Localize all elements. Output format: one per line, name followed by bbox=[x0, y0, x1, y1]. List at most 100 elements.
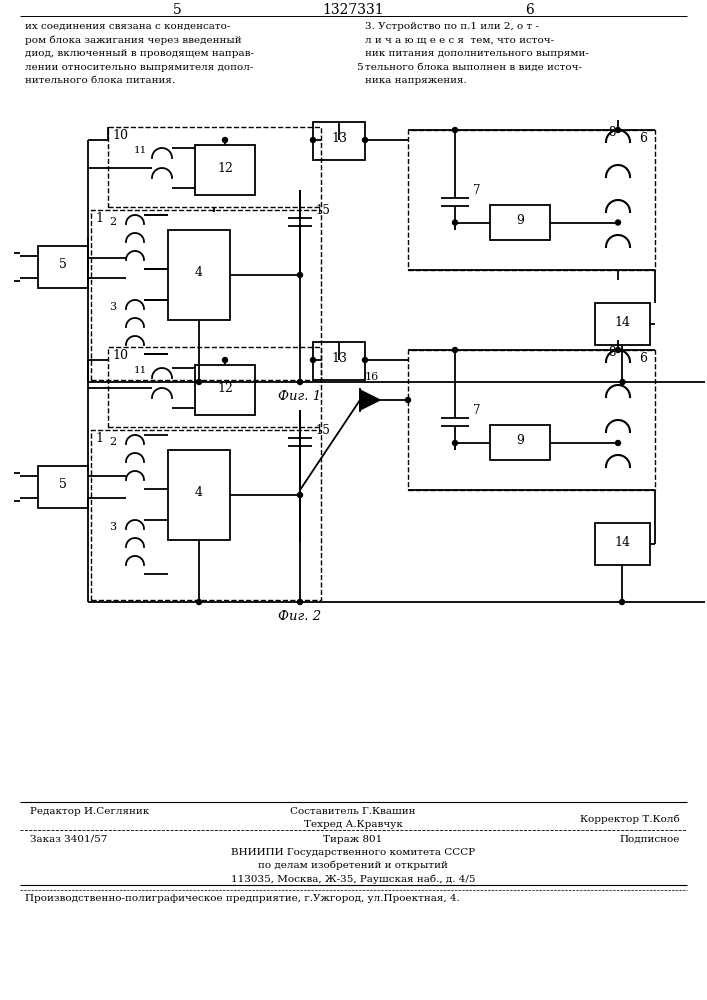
Circle shape bbox=[616, 440, 621, 446]
Bar bbox=[108, 127, 321, 207]
Text: 1: 1 bbox=[95, 432, 103, 445]
Text: Производственно-полиграфическое предприятие, г.Ужгород, ул.Проектная, 4.: Производственно-полиграфическое предприя… bbox=[25, 894, 460, 903]
Text: 5: 5 bbox=[356, 62, 363, 72]
Text: Фиг. 2: Фиг. 2 bbox=[279, 610, 322, 623]
Circle shape bbox=[406, 397, 411, 402]
Circle shape bbox=[619, 599, 624, 604]
Text: 7: 7 bbox=[473, 403, 481, 416]
Bar bbox=[408, 130, 655, 270]
Circle shape bbox=[363, 358, 368, 362]
Bar bbox=[91, 210, 321, 380]
Text: Техред А.Кравчук: Техред А.Кравчук bbox=[303, 820, 402, 829]
Text: ника напряжения.: ника напряжения. bbox=[365, 76, 467, 85]
Bar bbox=[490, 205, 550, 240]
Text: по делам изобретений и открытий: по делам изобретений и открытий bbox=[258, 861, 448, 870]
Text: 9: 9 bbox=[516, 214, 524, 227]
Text: 14: 14 bbox=[614, 536, 630, 548]
Text: Тираж 801: Тираж 801 bbox=[323, 835, 382, 844]
Bar bbox=[595, 523, 650, 565]
Text: 6: 6 bbox=[639, 132, 647, 145]
Text: 8: 8 bbox=[609, 346, 616, 359]
Text: л и ч а ю щ е е с я  тем, что источ-: л и ч а ю щ е е с я тем, что источ- bbox=[365, 35, 554, 44]
Bar bbox=[38, 246, 88, 288]
Text: 11: 11 bbox=[134, 146, 146, 155]
Text: 4: 4 bbox=[195, 266, 203, 279]
Bar bbox=[408, 350, 655, 490]
Text: 5: 5 bbox=[173, 3, 182, 17]
Text: 13: 13 bbox=[331, 132, 347, 145]
Circle shape bbox=[616, 348, 621, 353]
Circle shape bbox=[310, 358, 315, 362]
Text: 2: 2 bbox=[110, 437, 117, 447]
Text: 14: 14 bbox=[614, 316, 631, 328]
Circle shape bbox=[197, 379, 201, 384]
Circle shape bbox=[197, 599, 201, 604]
Bar bbox=[38, 466, 88, 508]
Circle shape bbox=[620, 379, 625, 384]
Text: Фиг. 1: Фиг. 1 bbox=[279, 390, 322, 403]
Circle shape bbox=[298, 599, 303, 604]
Bar bbox=[108, 347, 321, 427]
Text: их соединения связана с конденсато-: их соединения связана с конденсато- bbox=[25, 22, 230, 31]
Bar bbox=[168, 450, 230, 540]
Text: 5: 5 bbox=[59, 258, 67, 271]
Text: 3: 3 bbox=[110, 522, 117, 532]
Bar bbox=[595, 303, 650, 345]
Bar bbox=[195, 365, 255, 415]
Text: 10: 10 bbox=[112, 349, 128, 362]
Circle shape bbox=[310, 137, 315, 142]
Circle shape bbox=[363, 137, 368, 142]
Text: Заказ 3401/57: Заказ 3401/57 bbox=[30, 835, 107, 844]
Text: 2: 2 bbox=[110, 217, 117, 227]
Text: 16: 16 bbox=[365, 372, 379, 382]
Text: 10: 10 bbox=[112, 129, 128, 142]
Circle shape bbox=[616, 220, 621, 225]
Bar bbox=[168, 230, 230, 320]
Text: 4: 4 bbox=[195, 487, 203, 499]
Text: 11: 11 bbox=[134, 366, 146, 375]
Text: Редактор И.Сегляник: Редактор И.Сегляник bbox=[30, 807, 149, 816]
Circle shape bbox=[298, 492, 303, 497]
Text: 7: 7 bbox=[473, 184, 481, 196]
Text: 1327331: 1327331 bbox=[322, 3, 384, 17]
Circle shape bbox=[452, 220, 457, 225]
Text: 5: 5 bbox=[59, 479, 67, 491]
Text: 9: 9 bbox=[516, 434, 524, 448]
Bar bbox=[490, 425, 550, 460]
Text: лении относительно выпрямителя допол-: лении относительно выпрямителя допол- bbox=[25, 62, 253, 72]
Text: 3. Устройство по п.1 или 2, о т -: 3. Устройство по п.1 или 2, о т - bbox=[365, 22, 539, 31]
Bar bbox=[313, 342, 365, 380]
Circle shape bbox=[452, 348, 457, 353]
Text: 3: 3 bbox=[110, 302, 117, 312]
Text: 13: 13 bbox=[331, 353, 347, 365]
Bar bbox=[313, 122, 365, 160]
Text: Подписное: Подписное bbox=[619, 835, 680, 844]
Text: Составитель Г.Квашин: Составитель Г.Квашин bbox=[291, 807, 416, 816]
Circle shape bbox=[223, 358, 228, 362]
Circle shape bbox=[223, 137, 228, 142]
Text: ВНИИПИ Государственного комитета СССР: ВНИИПИ Государственного комитета СССР bbox=[231, 848, 475, 857]
Text: 113035, Москва, Ж-35, Раушская наб., д. 4/5: 113035, Москва, Ж-35, Раушская наб., д. … bbox=[230, 874, 475, 884]
Circle shape bbox=[452, 127, 457, 132]
Text: тельного блока выполнен в виде источ-: тельного блока выполнен в виде источ- bbox=[365, 62, 582, 72]
Text: диод, включенный в проводящем направ-: диод, включенный в проводящем направ- bbox=[25, 49, 254, 58]
Text: 6: 6 bbox=[639, 352, 647, 365]
Text: 12: 12 bbox=[217, 381, 233, 394]
Circle shape bbox=[616, 127, 621, 132]
Bar bbox=[195, 145, 255, 195]
Circle shape bbox=[298, 272, 303, 277]
Text: 6: 6 bbox=[525, 3, 534, 17]
Text: 15: 15 bbox=[316, 204, 331, 217]
Text: 1: 1 bbox=[95, 212, 103, 225]
Bar bbox=[91, 430, 321, 600]
Text: 15: 15 bbox=[316, 424, 331, 436]
Circle shape bbox=[298, 379, 303, 384]
Circle shape bbox=[452, 440, 457, 446]
Text: 8: 8 bbox=[609, 126, 616, 139]
Polygon shape bbox=[360, 390, 380, 410]
Text: Корректор Т.Колб: Корректор Т.Колб bbox=[580, 815, 680, 824]
Text: нительного блока питания.: нительного блока питания. bbox=[25, 76, 175, 85]
Text: ром блока зажигания через введенный: ром блока зажигания через введенный bbox=[25, 35, 242, 45]
Text: 12: 12 bbox=[217, 161, 233, 174]
Text: ник питания дополнительного выпрями-: ник питания дополнительного выпрями- bbox=[365, 49, 589, 58]
